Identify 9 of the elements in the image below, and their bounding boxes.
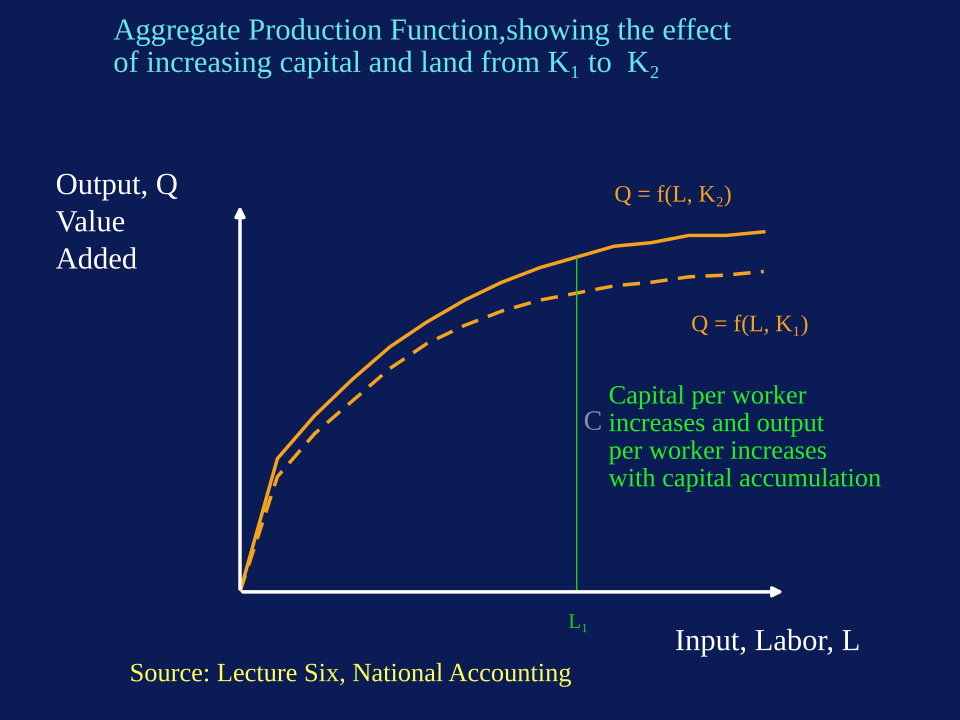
text: L₁ [568, 614, 587, 632]
annotation: C [584, 411, 601, 430]
chart-title: Aggregate Production Function,showing the effect of increasing capital and land from K₁ to K₂ [114, 18, 732, 79]
series-label: Q = f(L, K₂) [615, 184, 731, 207]
series-label: Q = f(L, K₁) [692, 314, 808, 336]
source-note: Source: Lecture Six, National Accounting [131, 662, 571, 687]
y-axis-title: Output, Q Value Added [56, 174, 178, 269]
x-axis-title: Input, Labor, L [676, 628, 858, 657]
annotation: Capital per worker increases and output per worker increases with capital accumulation [608, 385, 881, 492]
